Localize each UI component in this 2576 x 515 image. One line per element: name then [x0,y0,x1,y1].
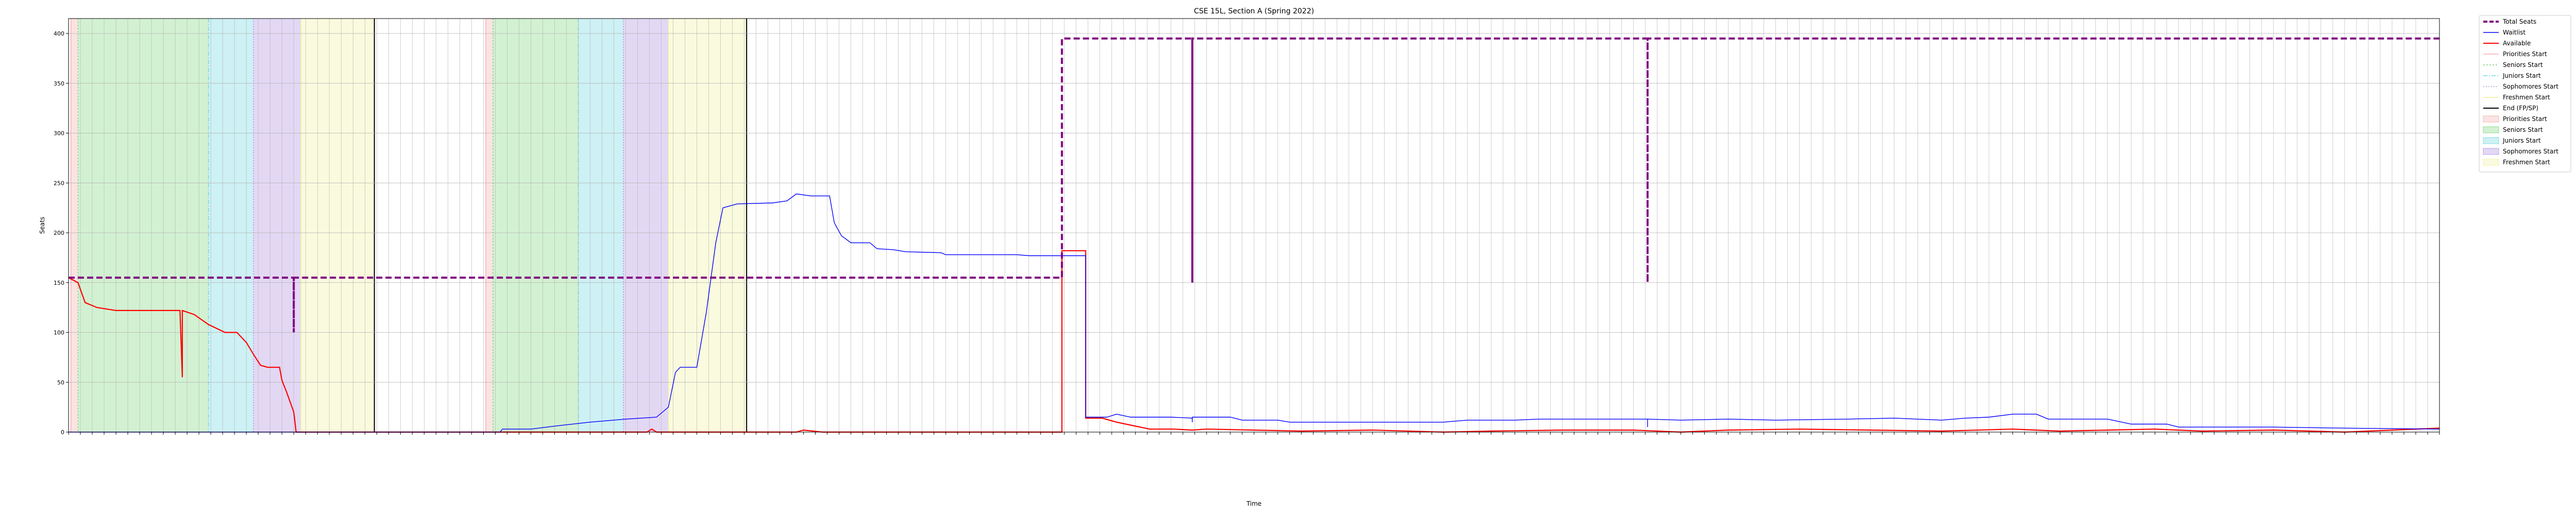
legend-entry-label: Priorities Start [2503,115,2547,123]
y-axis: 0 50 100 150 200 250 300 350 400 [54,30,69,436]
chart-title: CSE 15L, Section A (Spring 2022) [1194,7,1314,15]
phase-band-priorities [71,19,78,432]
series-line-total [69,37,2439,333]
legend-swatch-patch [2483,115,2499,123]
legend-entry-label: Available [2503,40,2531,47]
legend-entry-label: Priorities Start [2503,50,2547,58]
x-axis [68,432,2440,435]
phase-band-sophomores [623,19,669,432]
legend-swatch-patch [2483,126,2499,133]
y-tick-label: 350 [54,80,64,87]
phase-band-freshmen [668,19,747,432]
legend: Total Seats Waitlist Available Priorities S… [2479,15,2571,173]
legend-entry-label: Freshmen Start [2503,94,2550,101]
y-tick-label: 200 [54,230,64,236]
legend-entry-label: Juniors Start [2502,137,2541,144]
phase-band-seniors [493,19,579,432]
legend-entry-label: End (FP/SP) [2503,105,2538,112]
phase-band-seniors [78,19,209,432]
phase-band-priorities [485,19,493,432]
legend-swatch-patch [2483,137,2499,144]
series-lines [68,37,2440,433]
legend-entry-label: Freshmen Start [2503,159,2550,166]
phase-band-juniors [208,19,253,432]
legend-entry-label: Total Seats [2502,18,2536,25]
y-tick-label: 150 [54,280,64,286]
y-tick-label: 300 [54,130,64,137]
phase-bands [70,19,748,432]
series-line-available [68,250,2440,433]
y-tick-label: 400 [54,30,64,37]
legend-swatch-patch [2483,159,2499,166]
legend-entry-label: Juniors Start [2502,72,2541,79]
legend-box [2479,15,2571,173]
grid [68,19,2440,433]
y-tick-label: 250 [54,180,64,186]
phase-band-juniors [578,19,623,432]
phase-band-freshmen [300,19,375,432]
legend-entry-label: Sophomores Start [2503,148,2558,155]
legend-entry-label: Sophomores Start [2503,83,2558,90]
legend-entry-label: Seniors Start [2503,126,2543,133]
phase-band-sophomores [253,19,301,432]
series-line-waitlist [69,193,2440,433]
y-tick-label: 100 [54,330,64,336]
legend-entry-label: Waitlist [2503,29,2526,36]
legend-swatch-patch [2483,148,2499,155]
y-tick-label: 0 [61,429,64,436]
x-axis-label: Time [1246,500,1261,507]
legend-entry-label: Seniors Start [2503,61,2543,68]
y-tick-label: 50 [57,379,64,386]
y-axis-label: Seats [39,217,46,234]
